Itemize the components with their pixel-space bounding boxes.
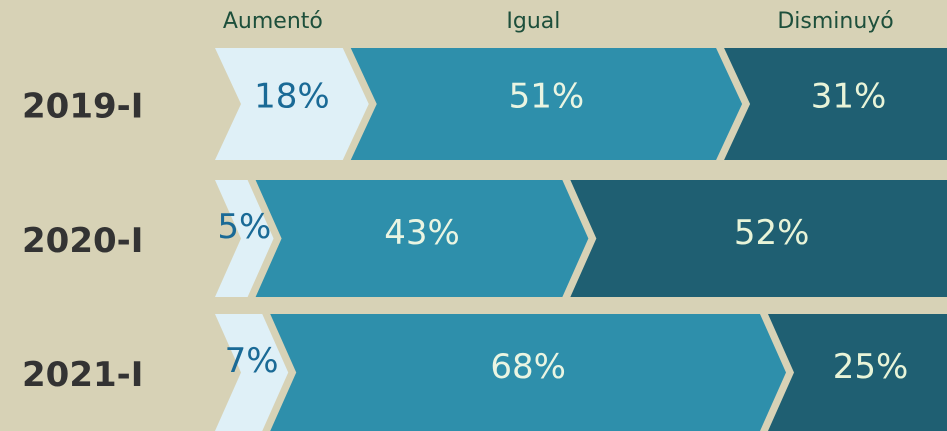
legend-label: Disminuyó: [777, 9, 893, 34]
value-label: 25%: [833, 347, 909, 387]
bar-segment: [724, 48, 947, 160]
category-label: 2020-I: [22, 221, 143, 261]
value-label: 18%: [254, 77, 330, 117]
bar-segment: [350, 48, 743, 160]
legend-label: Aumentó: [223, 9, 323, 34]
bar-segment: [215, 314, 289, 431]
value-label: 31%: [811, 77, 887, 117]
value-label: 5%: [217, 207, 271, 247]
bar-segment: [570, 180, 947, 297]
value-label: 43%: [384, 213, 460, 253]
value-label: 51%: [509, 77, 585, 117]
bar-segment: [215, 180, 274, 297]
value-label: 52%: [734, 213, 810, 253]
category-label: 2019-I: [22, 87, 143, 127]
legend-label: Igual: [506, 9, 560, 34]
bar-segment: [768, 314, 947, 431]
bar-segment: [255, 180, 589, 297]
value-label: 68%: [490, 347, 566, 387]
bar-segment: [215, 48, 369, 160]
category-label: 2021-I: [22, 355, 143, 395]
bar-segment: [270, 314, 786, 431]
value-label: 7%: [225, 341, 279, 381]
